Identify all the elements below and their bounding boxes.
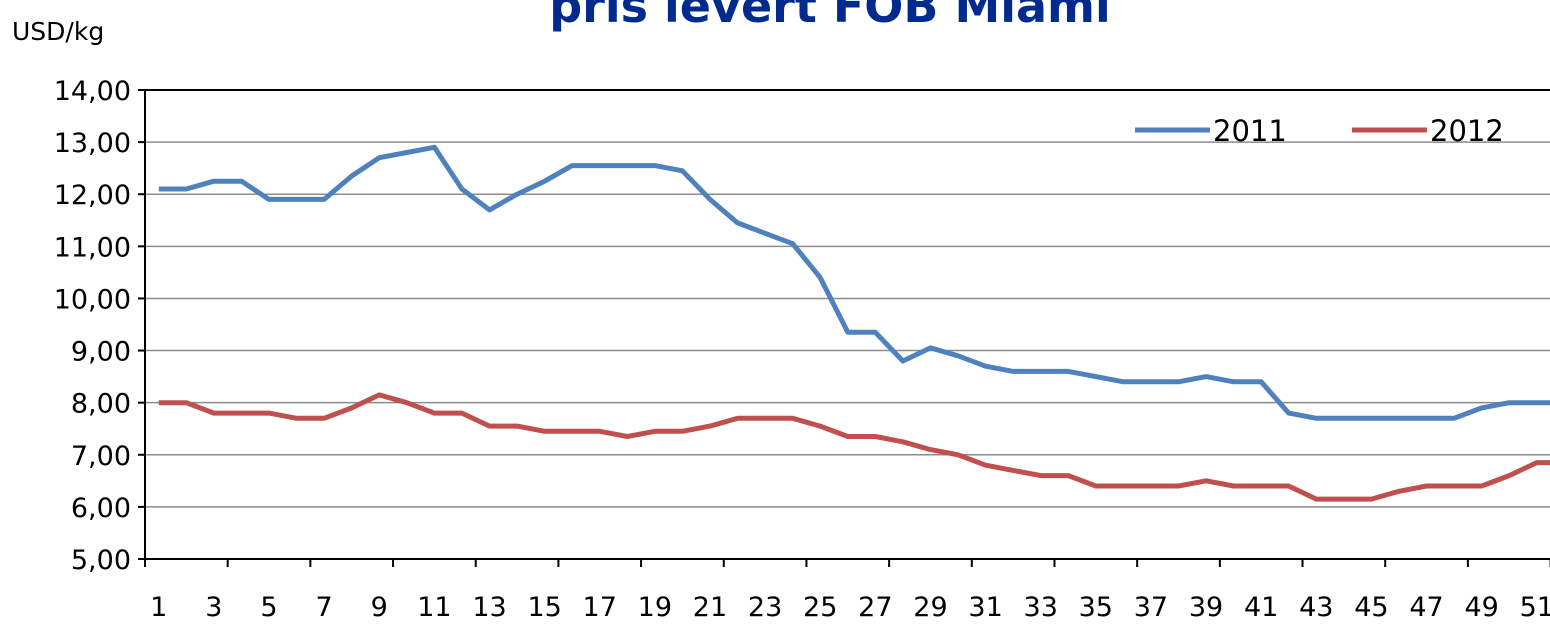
- y-tick-label: 13,00: [54, 128, 131, 159]
- legend-label: 2011: [1213, 114, 1287, 148]
- series-line: [158, 392, 1550, 502]
- chart-title: pris levert FOB Miami: [549, 0, 1111, 33]
- x-tick-label: 41: [1244, 592, 1278, 623]
- y-tick-label: 6,00: [71, 493, 131, 524]
- x-tick-label: 51: [1520, 592, 1550, 623]
- x-tick-label: 21: [693, 592, 727, 623]
- x-tick-label: 13: [472, 592, 506, 623]
- x-tick-label: 43: [1299, 592, 1333, 623]
- x-tick-label: 49: [1464, 592, 1498, 623]
- x-tick-label: 17: [583, 592, 617, 623]
- y-tick-label: 7,00: [71, 441, 131, 472]
- x-tick-label: 25: [803, 592, 837, 623]
- x-tick-label: 3: [205, 592, 222, 623]
- x-tick-label: 45: [1354, 592, 1388, 623]
- x-tick-label: 31: [968, 592, 1002, 623]
- y-tick-label: 10,00: [54, 284, 131, 315]
- x-tick-label: 37: [1134, 592, 1168, 623]
- y-tick-label: 11,00: [54, 232, 131, 263]
- y-tick-label: 5,00: [71, 545, 131, 576]
- x-tick-label: 11: [417, 592, 451, 623]
- x-tick-label: 1: [150, 592, 167, 623]
- y-tick-label: 14,00: [54, 76, 131, 107]
- x-tick-label: 39: [1189, 592, 1223, 623]
- x-tick-label: 9: [371, 592, 388, 623]
- x-tick-label: 19: [638, 592, 672, 623]
- y-tick-label: 9,00: [71, 337, 131, 368]
- x-tick-label: 27: [858, 592, 892, 623]
- y-axis-label: USD/kg: [12, 17, 104, 46]
- x-tick-label: 23: [748, 592, 782, 623]
- x-tick-label: 29: [913, 592, 947, 623]
- x-tick-label: 47: [1409, 592, 1443, 623]
- y-tick-label: 12,00: [54, 180, 131, 211]
- x-tick-label: 35: [1079, 592, 1113, 623]
- x-tick-label: 7: [316, 592, 333, 623]
- x-tick-label: 15: [527, 592, 561, 623]
- y-tick-label: 8,00: [71, 389, 131, 420]
- x-tick-label: 5: [260, 592, 277, 623]
- legend-label: 2012: [1430, 114, 1504, 148]
- series-line: [158, 144, 1550, 421]
- x-tick-label: 33: [1024, 592, 1058, 623]
